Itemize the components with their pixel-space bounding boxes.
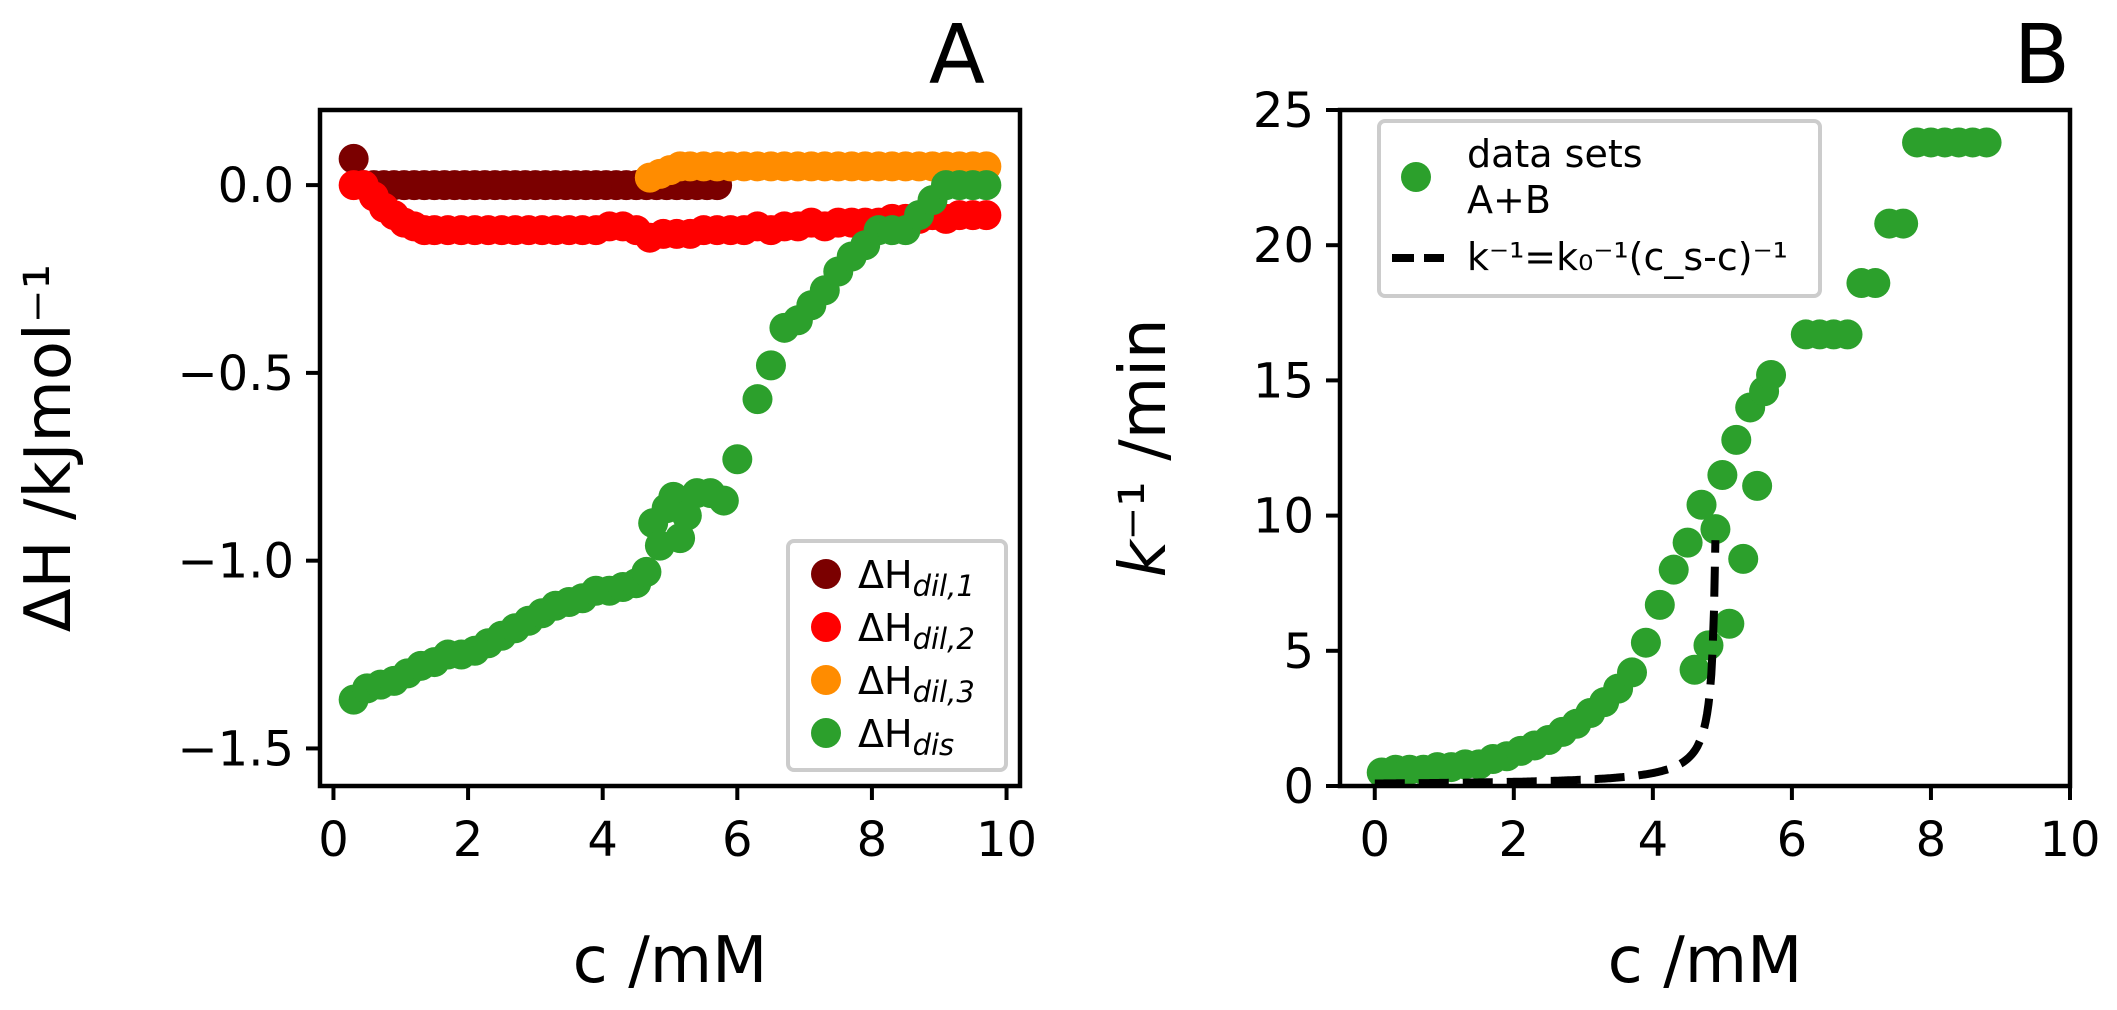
fit-curve-line bbox=[1374, 540, 1720, 788]
data-point bbox=[1971, 127, 2002, 158]
panel-a-y-axis-label: ΔH /kJmol⁻¹ bbox=[12, 264, 86, 632]
legend-marker bbox=[811, 718, 841, 748]
legend-marker bbox=[811, 665, 841, 695]
data-point bbox=[1860, 268, 1891, 299]
panel-a-legend-box bbox=[786, 539, 1008, 772]
legend-label: ΔHdil,3 bbox=[858, 659, 975, 709]
x-tick-label: 8 bbox=[857, 812, 888, 868]
series-data-sets-a-b bbox=[1366, 127, 2002, 788]
x-tick-label: 2 bbox=[453, 812, 484, 868]
panel-b-x-ticks: 0 2 4 6 8 10 bbox=[1359, 786, 2101, 868]
x-tick-label: 10 bbox=[976, 812, 1037, 868]
data-point bbox=[1630, 627, 1661, 658]
legend-label: ΔHdil,2 bbox=[858, 606, 975, 656]
data-point bbox=[722, 444, 753, 475]
data-point bbox=[742, 384, 773, 415]
panel-label-a: A bbox=[929, 8, 985, 103]
x-tick-label: 0 bbox=[1359, 812, 1390, 868]
x-tick-label: 6 bbox=[722, 812, 753, 868]
data-point bbox=[1617, 657, 1647, 688]
y-tick-label: −0.5 bbox=[177, 346, 294, 402]
x-tick-label: 8 bbox=[1916, 812, 1947, 868]
data-point bbox=[1728, 543, 1759, 574]
data-point bbox=[1644, 589, 1675, 620]
panel-a-data-points bbox=[338, 143, 1002, 715]
panel-a-y-ticks: 0.0 −0.5 −1.0 −1.5 bbox=[177, 158, 320, 777]
legend-marker bbox=[811, 612, 841, 642]
legend-label: ΔHdis bbox=[858, 712, 954, 762]
panel-a: A 0 2 4 6 8 10 0.0 −0.5 −1.0 −1.5 c /mM ΔH /kJmo… bbox=[12, 8, 1037, 998]
x-tick-label: 10 bbox=[2039, 812, 2100, 868]
x-tick-label: 2 bbox=[1499, 812, 1530, 868]
panel-b: B 0 2 4 6 8 10 0 5 10 15 20 25 c /mM k⁻¹ /min data… bbox=[1107, 8, 2101, 998]
y-tick-label: −1.0 bbox=[177, 534, 294, 590]
data-point bbox=[631, 556, 662, 587]
data-point bbox=[1721, 424, 1752, 455]
panel-a-plot-frame bbox=[317, 107, 1023, 789]
x-tick-label: 0 bbox=[318, 812, 349, 868]
panel-b-x-axis-label: c /mM bbox=[1608, 924, 1803, 998]
data-point bbox=[1742, 470, 1773, 501]
data-point bbox=[1679, 654, 1710, 685]
data-point bbox=[1700, 514, 1731, 545]
y-tick-label: 0 bbox=[1283, 759, 1314, 815]
data-point bbox=[755, 350, 786, 381]
data-point bbox=[1888, 208, 1919, 239]
y-tick-label: 20 bbox=[1253, 218, 1314, 274]
y-tick-label: 0.0 bbox=[218, 158, 294, 214]
y-tick-label: 5 bbox=[1283, 624, 1314, 680]
data-point bbox=[1756, 359, 1787, 390]
legend-label: k⁻¹=k₀⁻¹(c_s-c)⁻¹ bbox=[1467, 235, 1788, 279]
data-point bbox=[665, 523, 696, 554]
panel-b-y-axis-label-k: k bbox=[1107, 538, 1181, 578]
data-point bbox=[671, 500, 702, 531]
panel-b-y-axis-label-rest: ⁻¹ /min bbox=[1107, 318, 1181, 540]
legend-marker bbox=[811, 559, 841, 589]
data-point bbox=[1672, 527, 1703, 558]
series-dil-3 bbox=[634, 151, 1002, 193]
panel-b-y-ticks: 0 5 10 15 20 25 bbox=[1253, 83, 1340, 815]
x-tick-label: 6 bbox=[1777, 812, 1808, 868]
panel-b-legend-box bbox=[1377, 119, 1822, 298]
panel-b-fit-curve bbox=[1374, 540, 1720, 788]
series-dis bbox=[338, 170, 1002, 715]
series-dil-1 bbox=[338, 143, 733, 201]
data-point bbox=[1714, 608, 1745, 639]
y-tick-label: 10 bbox=[1253, 489, 1314, 545]
data-point bbox=[1658, 554, 1689, 585]
y-tick-label: −1.5 bbox=[177, 721, 294, 777]
legend-marker bbox=[1401, 162, 1431, 192]
panel-b-plot-frame bbox=[1337, 107, 2073, 789]
legend-label: data sets bbox=[1467, 132, 1643, 176]
panel-b-data-points bbox=[1366, 127, 2002, 788]
data-point bbox=[338, 143, 369, 174]
panel-a-x-ticks: 0 2 4 6 8 10 bbox=[318, 786, 1037, 868]
data-point bbox=[1832, 319, 1863, 350]
y-tick-label: 25 bbox=[1253, 83, 1314, 139]
data-point bbox=[1686, 489, 1717, 520]
data-point bbox=[1707, 460, 1738, 491]
data-point bbox=[971, 200, 1002, 231]
panel-label-b: B bbox=[2014, 8, 2070, 103]
x-tick-label: 4 bbox=[1638, 812, 1669, 868]
panel-a-x-axis-label: c /mM bbox=[573, 924, 768, 998]
data-point bbox=[971, 170, 1002, 201]
legend-label: ΔHdil,1 bbox=[858, 553, 975, 603]
x-tick-label: 4 bbox=[587, 812, 618, 868]
legend-label: A+B bbox=[1467, 178, 1551, 222]
y-tick-label: 15 bbox=[1253, 353, 1314, 409]
data-point bbox=[708, 485, 739, 516]
panel-b-y-axis-label: k⁻¹ /min bbox=[1107, 318, 1181, 577]
